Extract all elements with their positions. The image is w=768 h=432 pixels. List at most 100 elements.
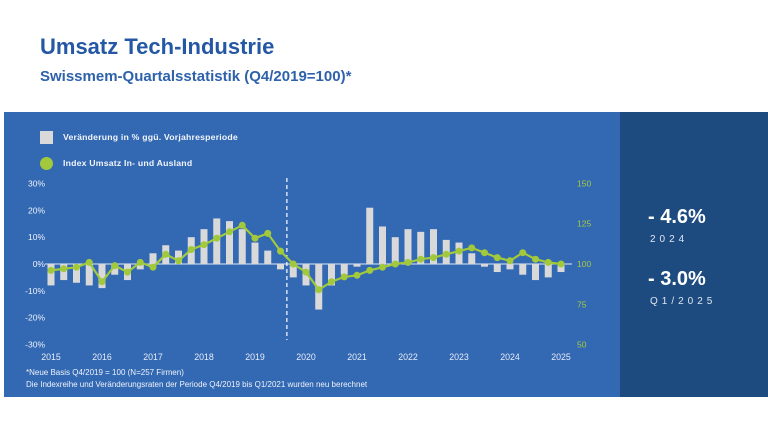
- index-dot: [391, 260, 399, 268]
- index-dot: [136, 258, 144, 266]
- index-dot: [175, 257, 182, 265]
- change-bar: [264, 250, 272, 264]
- change-bar: [493, 264, 501, 273]
- index-dot: [111, 262, 119, 270]
- index-dot: [328, 278, 335, 286]
- left-axis-tick: 0%: [33, 259, 46, 269]
- right-axis-tick: 75: [577, 299, 587, 309]
- index-dot: [468, 244, 476, 252]
- index-dot: [557, 260, 565, 268]
- change-bar: [238, 229, 246, 264]
- page-subtitle: Swissmem-Quartalsstatistik (Q4/2019=100)…: [40, 68, 352, 85]
- x-axis-year-label: 2015: [41, 352, 61, 362]
- left-axis-tick: -20%: [25, 313, 45, 323]
- x-axis-year-label: 2022: [398, 352, 418, 362]
- change-bar: [73, 264, 80, 283]
- change-bar: [226, 221, 233, 264]
- index-dot: [544, 258, 552, 266]
- change-bar: [506, 264, 514, 270]
- change-bar: [353, 264, 361, 267]
- x-axis-year-label: 2017: [143, 352, 163, 362]
- legend-item-index: Index Umsatz In- und Ausland: [40, 150, 238, 176]
- right-axis-tick: 150: [577, 178, 591, 188]
- right-axis-tick: 50: [577, 340, 587, 350]
- index-dot: [289, 260, 297, 268]
- index-dot: [277, 247, 284, 255]
- index-dot: [442, 250, 450, 258]
- change-bar: [481, 264, 488, 267]
- index-dot: [85, 258, 93, 266]
- x-axis-year-label: 2021: [347, 352, 367, 362]
- right-axis-tick: 100: [577, 259, 591, 269]
- x-axis-year-label: 2016: [92, 352, 112, 362]
- change-bar: [98, 264, 106, 289]
- index-dot: [532, 255, 539, 263]
- annotation-2024-value: - 4.6%: [648, 206, 706, 228]
- index-dot: [238, 221, 246, 229]
- chart-legend: Veränderung in % ggü. Vorjahresperiode I…: [40, 124, 238, 176]
- index-dot: [98, 278, 106, 286]
- index-dot: [430, 254, 437, 262]
- change-bar: [149, 253, 157, 264]
- change-bar: [417, 231, 425, 264]
- legend-label-change: Veränderung in % ggü. Vorjahresperiode: [63, 132, 238, 142]
- change-bar: [251, 242, 259, 264]
- index-dot: [519, 249, 527, 257]
- index-dot: [379, 263, 386, 271]
- footnotes: *Neue Basis Q4/2019 = 100 (N=257 Firmen)…: [26, 367, 367, 391]
- change-bar: [277, 264, 284, 270]
- index-dot: [213, 234, 221, 242]
- change-bar: [328, 264, 335, 286]
- change-bar: [391, 237, 399, 264]
- left-axis-tick: 30%: [28, 179, 45, 189]
- index-dot: [404, 258, 412, 266]
- x-axis-year-label: 2020: [296, 352, 316, 362]
- change-bar: [340, 264, 348, 275]
- left-axis-tick: 10%: [28, 232, 45, 242]
- change-bar: [404, 229, 412, 264]
- right-axis-tick: 125: [577, 219, 591, 229]
- legend-item-change: Veränderung in % ggü. Vorjahresperiode: [40, 124, 238, 150]
- x-axis-year-label: 2018: [194, 352, 214, 362]
- change-bar: [532, 264, 539, 281]
- legend-label-index: Index Umsatz In- und Ausland: [63, 158, 193, 168]
- x-axis-year-label: 2019: [245, 352, 265, 362]
- annotation-q1-2025-label: Q1/2025: [650, 296, 717, 307]
- annotation-q1-2025-value: - 3.0%: [648, 268, 706, 290]
- index-dot: [340, 273, 348, 281]
- index-dot: [264, 229, 272, 237]
- index-dot: [73, 263, 80, 271]
- chart-panel: Veränderung in % ggü. Vorjahresperiode I…: [4, 112, 620, 397]
- index-dot: [353, 271, 361, 279]
- change-bar: [175, 250, 182, 264]
- x-axis-year-label: 2023: [449, 352, 469, 362]
- change-bar: [557, 264, 565, 273]
- bar-swatch-icon: [40, 130, 53, 144]
- change-bar: [519, 264, 527, 275]
- left-axis-tick: -30%: [25, 339, 45, 349]
- x-axis-year-label: 2025: [551, 352, 571, 362]
- index-dot: [455, 247, 463, 255]
- line-dot-swatch-icon: [40, 156, 53, 170]
- index-dot: [162, 250, 170, 258]
- index-dot: [60, 265, 68, 273]
- index-dot: [47, 266, 55, 274]
- chart-svg: 30% 20% 10% 0% -10% -20% -30% 150 125 100 75 50 2015…: [25, 178, 591, 362]
- index-dot: [149, 263, 157, 271]
- highlight-panel: - 4.6% 2024 - 3.0% Q1/2025: [620, 112, 768, 397]
- index-dot: [493, 254, 501, 262]
- index-dot: [417, 255, 425, 263]
- index-dot: [187, 246, 195, 253]
- change-bar: [544, 264, 552, 278]
- index-dot: [124, 268, 131, 276]
- index-dot: [226, 228, 233, 236]
- change-bar: [430, 229, 437, 264]
- change-bar: [379, 226, 386, 264]
- change-bar: [111, 264, 119, 275]
- change-bar: [366, 207, 374, 264]
- change-bar: [468, 253, 476, 264]
- change-bar: [136, 264, 144, 270]
- index-dot: [315, 286, 323, 294]
- page-title: Umsatz Tech-Industrie: [40, 34, 275, 59]
